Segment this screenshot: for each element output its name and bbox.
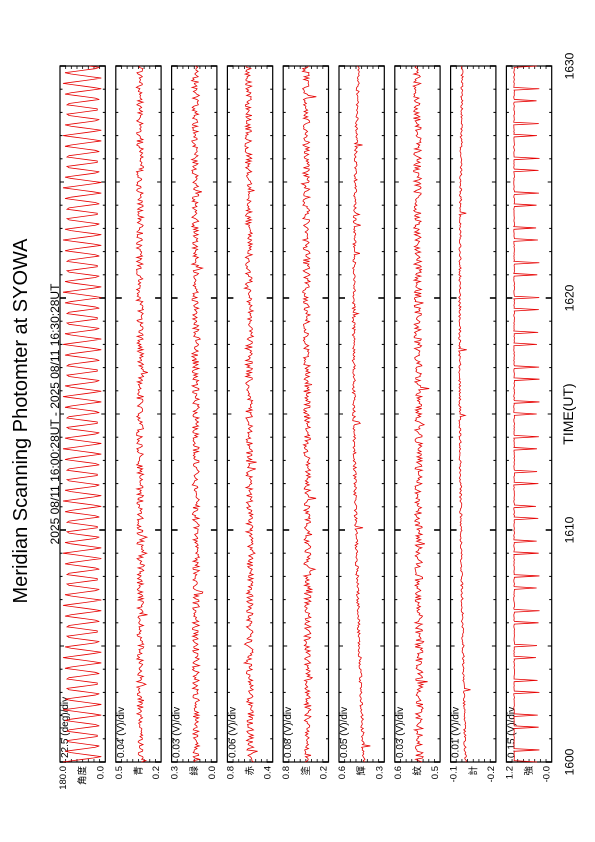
panel-channel-label: 角度 [77,766,89,786]
x-tick-label: 1610 [563,516,577,543]
y-tick-label: 0.6 [393,766,404,779]
y-tick-label: 0.5 [430,766,441,779]
panel-frame [450,65,497,763]
panel-channel-label: 緑 [188,766,200,776]
x-axis-label: TIME(UT) [560,383,576,444]
y-tick-label: 0.2 [151,766,162,779]
panel-channel-label: 赤 [245,766,256,776]
panel-scale-label: 0.06 (V)/div [227,707,238,758]
chart-title: Meridian Scanning Photomter at SYOWA [10,238,32,604]
panel-p6: 0.03 (V)/div 0.6 紋 0.5 [393,65,441,779]
y-tick-label: 0.2 [319,766,330,779]
panel-scale-label: 0.03 (V)/div [395,707,406,758]
panel-channel-label: 青 [132,766,144,776]
panel-scale-label: 22.5 (deg)/div [60,697,71,758]
y-tick-label: 180.0 [58,766,69,790]
panel-p1: 0.04 (V)/div 0.5 青 0.2 [114,65,162,779]
series-line-angle [62,65,102,763]
y-tick-label: -0.0 [542,766,553,782]
series-line-p5 [351,65,371,763]
y-tick-label: 0.8 [225,766,236,779]
series-line-p1 [135,65,149,763]
panel-angle: 22.5 (deg)/div 180.0 角度 0.0 [58,65,106,790]
panel-p4: 0.08 (V)/div 0.8 塗 0.2 [281,65,330,779]
panel-frame [59,65,106,763]
panel-frame [505,65,553,763]
y-tick-label: -0.1 [449,766,460,782]
panel-scale-label: 0.03 (V)/div [172,707,183,758]
y-tick-label: 0.3 [170,766,181,779]
panel-scale-label: 0.05 (V)/div [339,707,350,758]
panel-p3: 0.06 (V)/div 0.8 赤 0.4 [225,65,274,779]
x-tick-label: 1630 [563,52,577,79]
panel-channel-label: 塗 [300,766,312,776]
panel-channel-label: 輝 [356,766,368,776]
series-line-p3 [242,65,258,763]
y-tick-label: 0.5 [114,766,125,779]
y-tick-label: -0.2 [486,766,497,782]
y-tick-label: 1.2 [504,766,515,779]
panel-scale-label: 0.01 (V)/div [451,707,462,758]
y-tick-label: 0.6 [337,766,348,779]
panel-scale-label: 0.04 (V)/div [116,707,127,758]
chart-subtitle: 2025 08/11 16:00:28UT - 2025 08/11 16:30… [48,283,62,545]
panel-scale-label: 0.15 (V)/div [506,707,517,758]
series-line-p4 [300,65,317,763]
y-tick-label: 0.0 [95,766,106,779]
y-tick-label: 0.3 [374,766,385,779]
panel-scale-label: 0.08 (V)/div [283,707,294,758]
panel-channel-label: 強 [523,766,535,776]
panel-p2: 0.03 (V)/div 0.3 緑 0.0 [170,65,218,779]
x-tick-label: 1620 [563,284,577,311]
series-line-p6 [412,65,430,763]
series-line-p8 [513,65,540,763]
panel-p8: 0.15 (V)/div 1.2 強 -0.0 [504,65,553,782]
series-line-p7 [458,65,471,763]
y-tick-label: 0.0 [207,766,218,779]
series-line-p2 [190,65,204,763]
panel-channel-label: 紋 [411,766,423,776]
panel-p7: 0.01 (V)/div -0.1 計 -0.2 [449,65,497,782]
panel-channel-label: 計 [467,766,479,776]
panel-group: 22.5 (deg)/div 180.0 角度 0.0 0.04 (V)/div 0.5 青… [58,52,577,789]
y-tick-label: 0.4 [263,766,274,779]
panel-p5: 0.05 (V)/div 0.6 輝 0.3 [337,65,385,779]
y-tick-label: 0.8 [281,766,292,779]
x-tick-label: 1600 [563,748,577,775]
